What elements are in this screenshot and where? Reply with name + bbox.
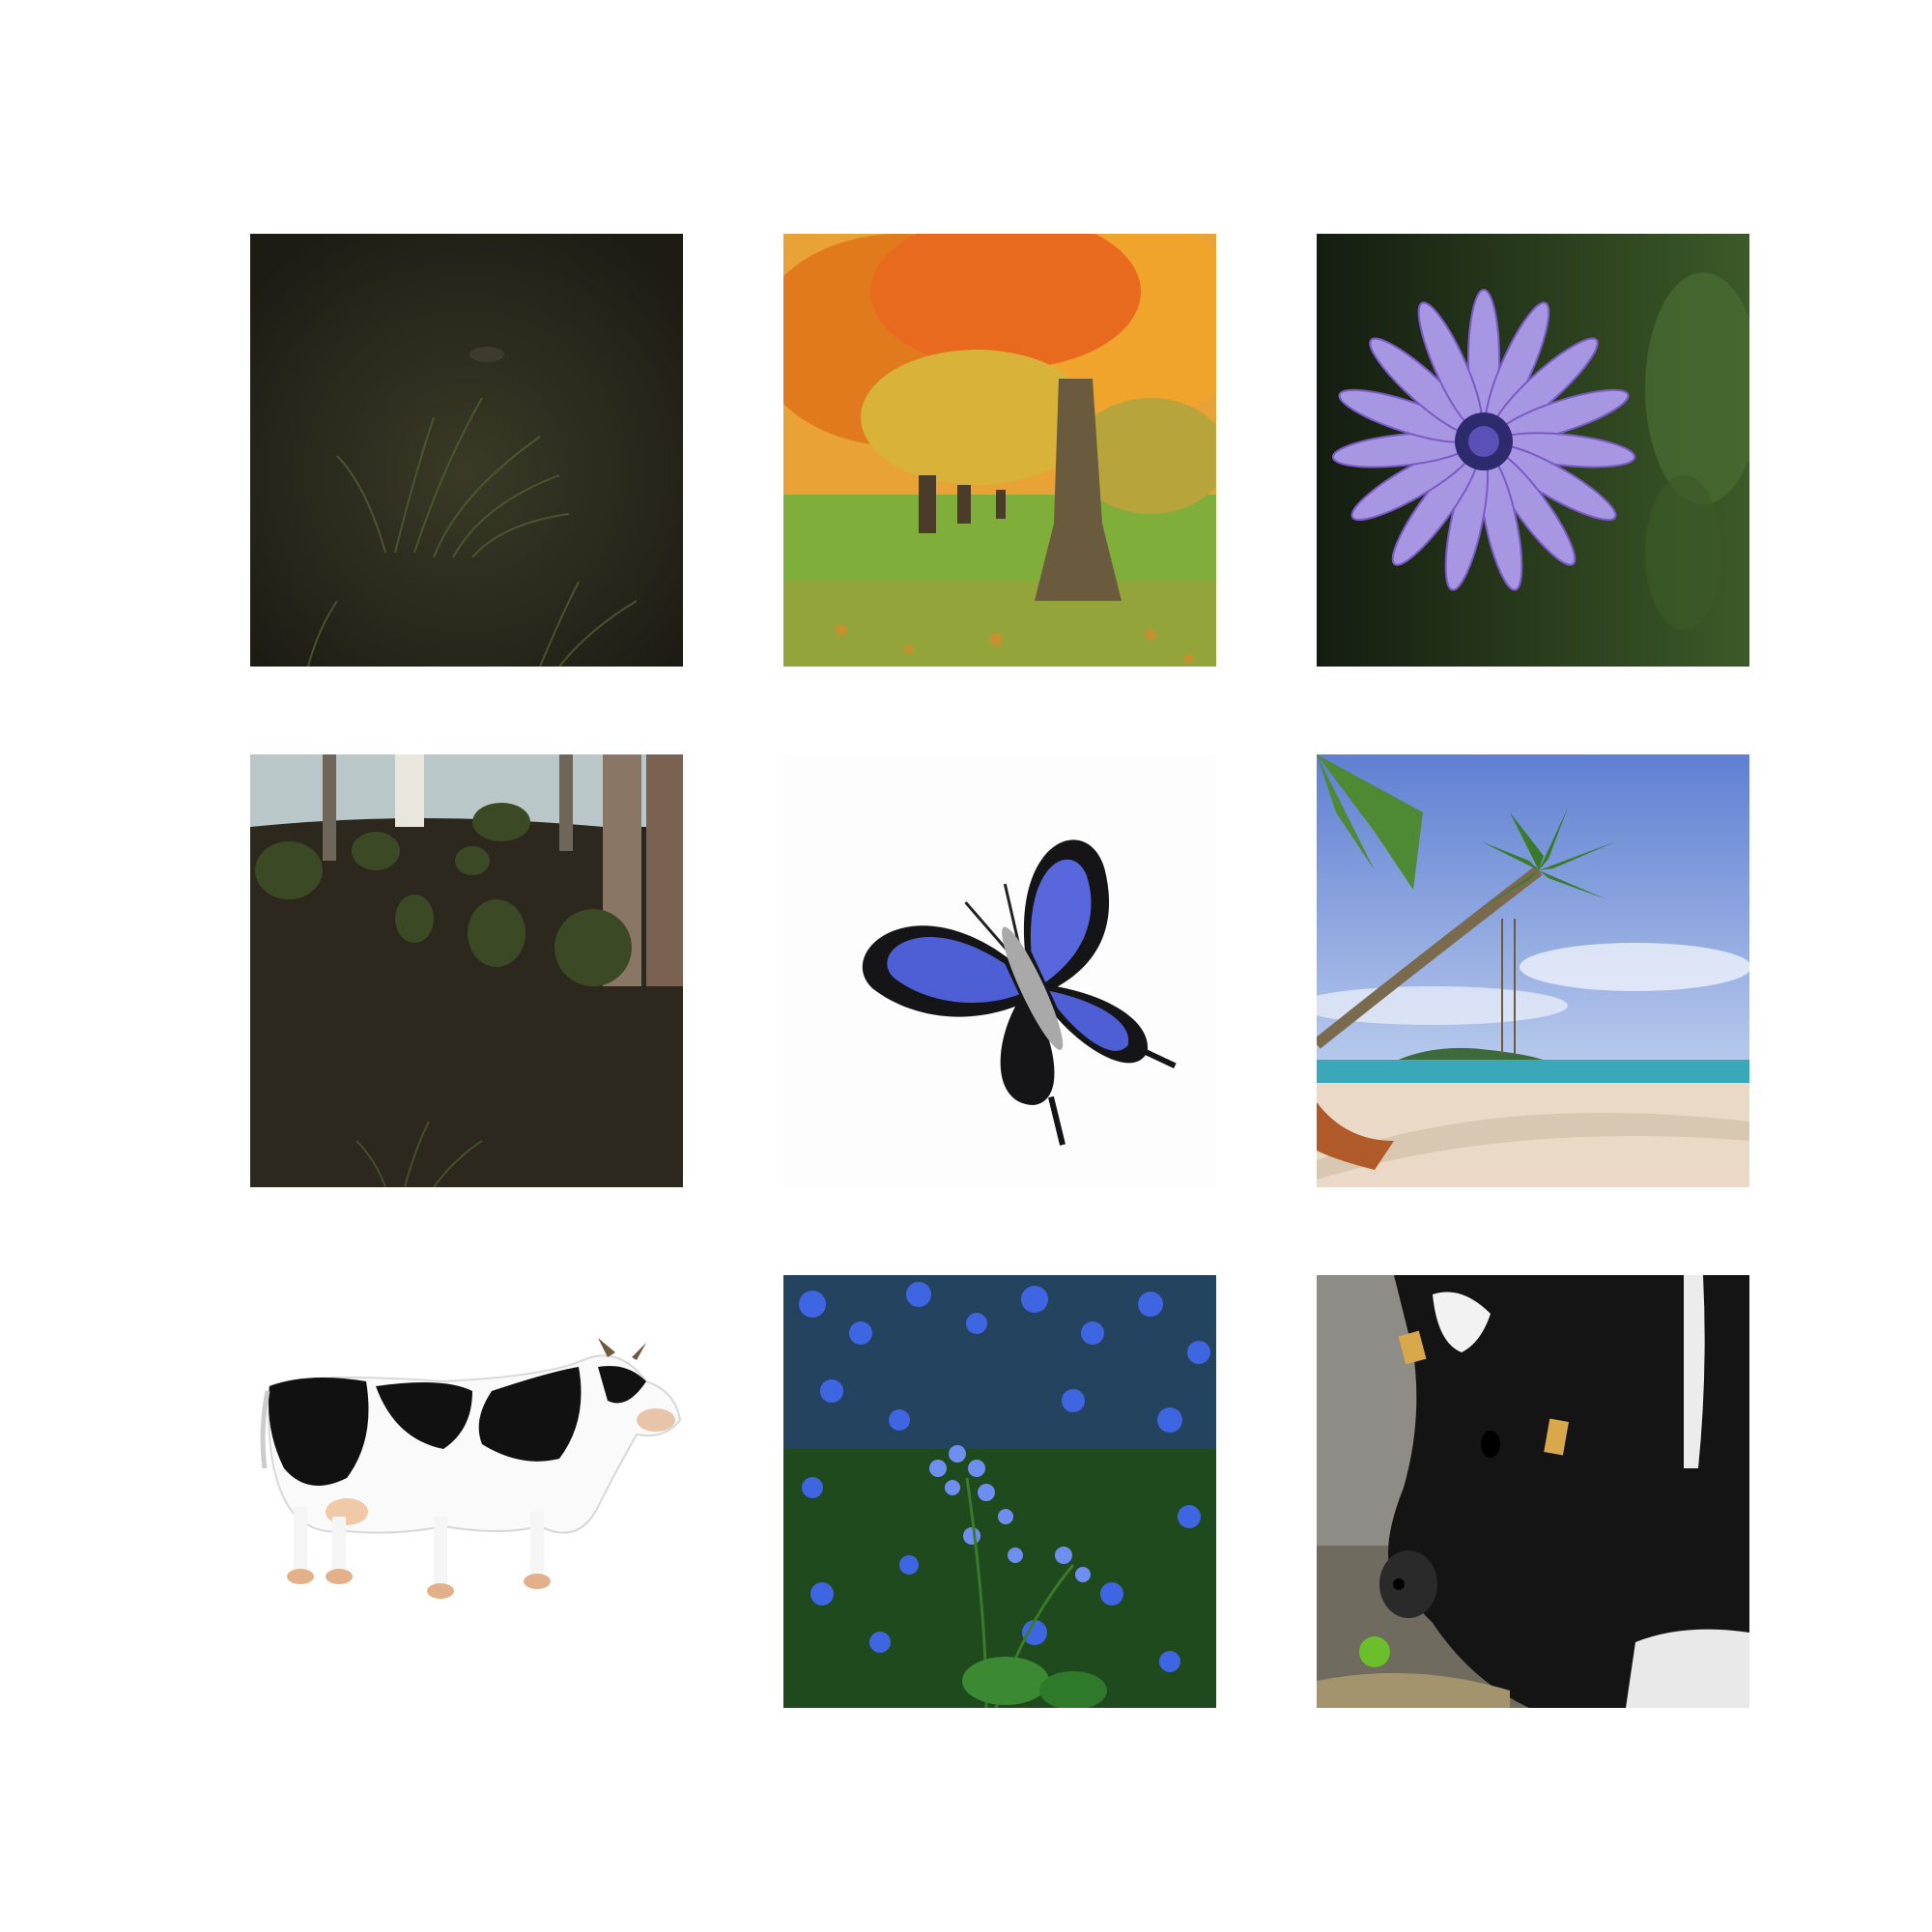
image-autumn-tree bbox=[783, 234, 1216, 667]
calf-picture bbox=[1317, 1275, 1749, 1708]
butterfly-picture bbox=[783, 754, 1216, 1187]
forget-me-not-picture bbox=[783, 1275, 1216, 1708]
image-black-white-calf bbox=[1317, 1275, 1749, 1708]
image-tropical-beach bbox=[1317, 754, 1749, 1187]
image-dark-forest-hill bbox=[250, 754, 683, 1187]
image-purple-daisy bbox=[1317, 234, 1749, 667]
cow-figurine-picture bbox=[250, 1275, 683, 1708]
image-blue-butterfly bbox=[783, 754, 1216, 1187]
forest-floor-picture bbox=[250, 234, 683, 667]
image-forget-me-not bbox=[783, 1275, 1216, 1708]
image-forest-floor bbox=[250, 234, 683, 667]
autumn-tree-picture bbox=[783, 234, 1216, 667]
dark-forest-picture bbox=[250, 754, 683, 1187]
image-cow-figurine bbox=[250, 1275, 683, 1708]
beach-picture bbox=[1317, 754, 1749, 1187]
purple-daisy-picture bbox=[1317, 234, 1749, 667]
